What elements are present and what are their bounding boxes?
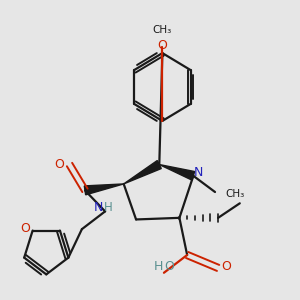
- Text: O: O: [221, 260, 231, 273]
- Text: O: O: [158, 39, 167, 52]
- Text: N: N: [193, 166, 203, 179]
- Text: CH₃: CH₃: [153, 26, 172, 35]
- Polygon shape: [84, 184, 124, 195]
- Text: H: H: [154, 260, 163, 273]
- Text: CH₃: CH₃: [226, 189, 245, 199]
- Text: O: O: [20, 222, 30, 236]
- Polygon shape: [124, 160, 161, 184]
- Text: O: O: [55, 158, 64, 171]
- Text: O: O: [164, 260, 174, 273]
- Polygon shape: [159, 164, 195, 180]
- Text: H: H: [104, 201, 112, 214]
- Text: N: N: [94, 201, 104, 214]
